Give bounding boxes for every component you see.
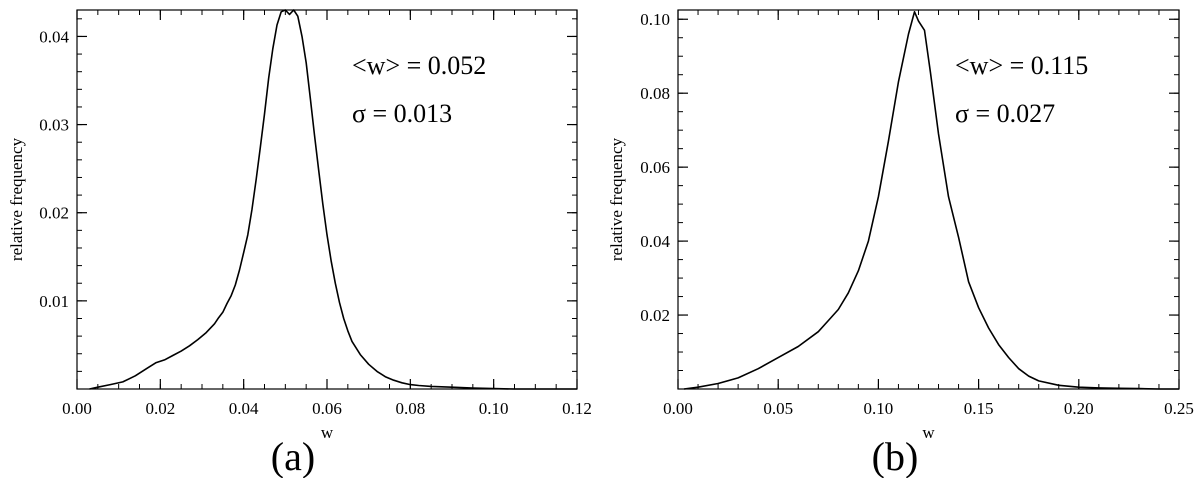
chart-a-x-tick-label: 0.12 — [562, 399, 592, 418]
chart-b-sigma-annotation: σ = 0.027 — [955, 99, 1055, 128]
chart-a-plot-frame — [76, 9, 578, 390]
chart-b-x-tick-label: 0.15 — [964, 399, 994, 418]
chart-b-x-tick-label: 0.20 — [1064, 399, 1094, 418]
chart-b-y-tick-label: 0.08 — [640, 84, 670, 103]
chart-a-x-axis-label: w — [321, 423, 334, 442]
chart-a: 0.00 0.02 0.04 0.06 0.08 0.10 0.12 0.01 0.02 0.03… — [7, 9, 592, 478]
chart-b-panel-label: (b) — [872, 434, 919, 478]
chart-b-series-line — [683, 11, 1179, 390]
chart-a-series-line — [89, 9, 577, 390]
chart-b-x-tick-label: 0.00 — [663, 399, 693, 418]
chart-a-x-tick-label: 0.08 — [395, 399, 425, 418]
chart-a-y-tick-label: 0.02 — [39, 204, 69, 223]
chart-b-x-tick-label: 0.05 — [763, 399, 793, 418]
chart-a-x-tick-label: 0.10 — [479, 399, 509, 418]
chart-b-x-axis-label: w — [922, 423, 935, 442]
chart-b-y-axis-label: relative frequency — [607, 137, 626, 261]
chart-a-x-tick-label: 0.04 — [229, 399, 259, 418]
chart-b-y-tick-label: 0.10 — [640, 10, 670, 29]
chart-b-y-tick-label: 0.06 — [640, 158, 670, 177]
chart-a-y-tick-label: 0.01 — [39, 292, 69, 311]
chart-a-y-tick-label: 0.03 — [39, 116, 69, 135]
chart-b: 0.00 0.05 0.10 0.15 0.20 0.25 0.02 0.04 0.06 0.08… — [607, 9, 1194, 478]
chart-b-y-tick-label: 0.04 — [640, 232, 670, 251]
chart-a-mean-annotation: <w> = 0.052 — [352, 51, 486, 80]
chart-b-x-tick-label: 0.25 — [1164, 399, 1194, 418]
chart-b-plot-frame — [677, 9, 1180, 390]
chart-a-y-axis-label: relative frequency — [7, 137, 26, 261]
chart-a-x-tick-label: 0.00 — [62, 399, 92, 418]
chart-b-y-tick-label: 0.02 — [640, 306, 670, 325]
chart-a-sigma-annotation: σ = 0.013 — [352, 99, 452, 128]
chart-b-mean-annotation: <w> = 0.115 — [955, 51, 1088, 80]
chart-b-x-tick-label: 0.10 — [864, 399, 894, 418]
chart-a-panel-label: (a) — [271, 434, 315, 478]
chart-a-y-tick-label: 0.04 — [39, 27, 69, 46]
chart-a-x-tick-label: 0.02 — [145, 399, 175, 418]
chart-a-x-tick-label: 0.06 — [312, 399, 342, 418]
